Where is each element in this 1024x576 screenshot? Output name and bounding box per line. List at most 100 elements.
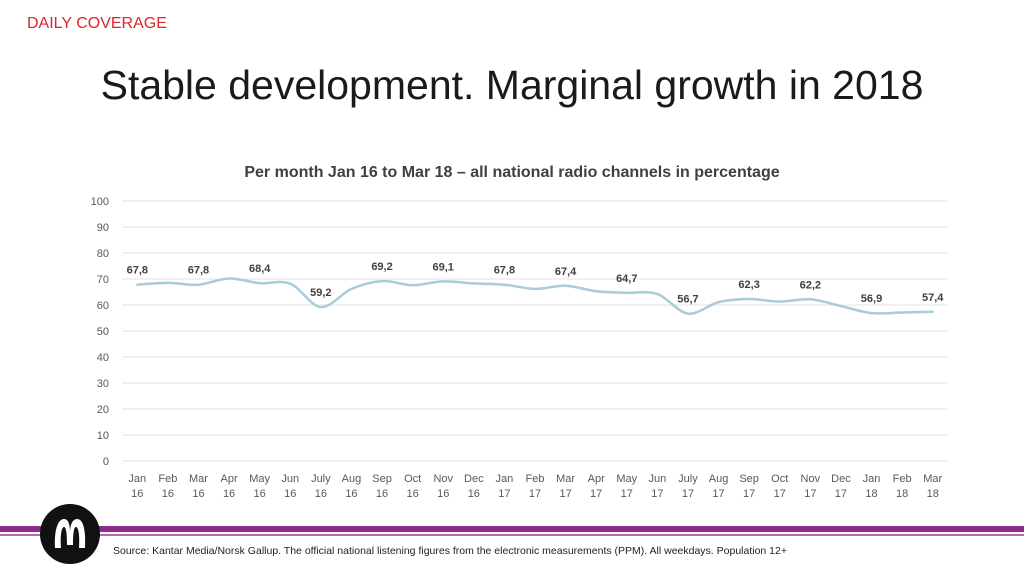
data-point: [167, 282, 169, 284]
x-tick-label-month: Feb: [893, 473, 912, 485]
data-point: [534, 288, 536, 290]
data-label: 62,2: [800, 279, 821, 291]
x-tick-label-month: Sep: [372, 473, 392, 485]
data-point: [136, 283, 139, 286]
y-tick-label: 50: [97, 326, 109, 338]
x-tick-label-year: 17: [621, 488, 633, 500]
data-point: [778, 300, 781, 303]
x-tick-label-month: Nov: [433, 473, 453, 485]
data-point: [411, 284, 414, 287]
x-tick-label-month: Jan: [863, 473, 881, 485]
x-tick-label-month: Jan: [496, 473, 514, 485]
data-label: 67,8: [188, 265, 209, 277]
data-point: [320, 306, 322, 308]
x-tick-label-year: 17: [590, 488, 602, 500]
data-label: 67,8: [127, 265, 148, 277]
x-tick-label-month: Apr: [588, 473, 605, 485]
x-tick-label-month: Feb: [158, 473, 177, 485]
x-tick-label-year: 16: [345, 488, 357, 500]
x-tick-label-year: 16: [254, 488, 266, 500]
x-tick-label-year: 16: [315, 488, 327, 500]
data-point: [473, 282, 475, 285]
y-tick-label: 20: [97, 404, 109, 416]
x-tick-label-year: 17: [682, 488, 694, 500]
footer: Source: Kantar Media/Norsk Gallup. The o…: [0, 504, 1024, 576]
x-tick-label-month: Mar: [189, 473, 208, 485]
x-tick-label-year: 17: [498, 488, 510, 500]
data-point: [228, 277, 230, 280]
footer-accent-bar: [0, 526, 1024, 532]
x-tick-label-year: 16: [468, 488, 480, 500]
x-tick-label-month: Jun: [281, 473, 299, 485]
x-tick-label-year: 16: [437, 488, 449, 500]
x-tick-label-year: 17: [743, 488, 755, 500]
x-tick-label-month: Dec: [464, 473, 484, 485]
x-tick-label-year: 16: [192, 488, 204, 500]
data-point: [656, 293, 659, 295]
x-tick-label-month: Jun: [648, 473, 666, 485]
data-point: [197, 283, 200, 286]
x-tick-label-month: Oct: [771, 473, 788, 485]
y-tick-label: 70: [97, 274, 109, 286]
x-tick-label-year: 16: [131, 488, 143, 500]
brand-logo-icon: [38, 502, 102, 566]
data-point: [717, 301, 720, 303]
x-tick-label-month: May: [249, 473, 270, 485]
x-tick-label-year: 16: [407, 488, 419, 500]
data-point: [258, 282, 261, 284]
data-label: 67,8: [494, 265, 515, 277]
x-tick-label-year: 18: [896, 488, 908, 500]
y-tick-label: 60: [97, 300, 109, 312]
y-tick-label: 10: [97, 430, 109, 442]
data-point: [840, 305, 842, 307]
x-tick-label-month: Nov: [801, 473, 821, 485]
data-label: 62,3: [738, 279, 759, 291]
x-tick-label-year: 18: [865, 488, 877, 500]
data-label: 64,7: [616, 273, 637, 285]
x-tick-label-year: 16: [376, 488, 388, 500]
x-tick-label-year: 17: [651, 488, 663, 500]
x-tick-label-year: 17: [774, 488, 786, 500]
x-tick-label-year: 17: [712, 488, 724, 500]
data-label: 69,1: [433, 261, 454, 273]
x-tick-label-month: Dec: [831, 473, 851, 485]
section-tag: DAILY COVERAGE: [27, 15, 167, 32]
data-point: [595, 290, 597, 293]
data-label: 69,2: [371, 261, 392, 273]
x-tick-label-year: 17: [559, 488, 571, 500]
y-tick-label: 40: [97, 352, 109, 364]
data-point: [625, 291, 628, 294]
data-point: [809, 298, 812, 301]
x-tick-label-year: 18: [927, 488, 939, 500]
data-label: 56,7: [677, 294, 698, 306]
data-point: [901, 311, 903, 314]
footer-accent-line: [0, 534, 1024, 536]
data-point: [381, 280, 383, 282]
x-tick-label-month: Feb: [526, 473, 545, 485]
x-tick-label-month: May: [616, 473, 637, 485]
x-tick-label-year: 17: [529, 488, 541, 500]
data-point: [564, 284, 567, 287]
data-point: [289, 282, 292, 285]
x-tick-label-month: Mar: [556, 473, 575, 485]
data-point: [687, 312, 689, 315]
chart-title: Per month Jan 16 to Mar 18 – all nationa…: [244, 164, 780, 181]
data-label: 67,4: [555, 266, 577, 278]
source-note: Source: Kantar Media/Norsk Gallup. The o…: [113, 545, 787, 557]
x-tick-label-year: 17: [804, 488, 816, 500]
data-point: [442, 280, 445, 283]
x-tick-label-month: Aug: [709, 473, 729, 485]
line-chart: 0 10 20 30 40 50 60 70 80 90 100 67,8 67,8 68,4 59,2 69…: [91, 196, 948, 500]
x-tick-label-month: Aug: [342, 473, 362, 485]
y-tick-label: 30: [97, 378, 109, 390]
data-label: 57,4: [922, 292, 944, 304]
y-tick-label: 100: [91, 196, 109, 208]
y-tick-label: 90: [97, 222, 109, 234]
data-point: [870, 312, 873, 314]
data-point: [350, 288, 353, 290]
x-tick-label-month: Sep: [739, 473, 759, 485]
data-point: [931, 310, 934, 313]
x-tick-label-year: 16: [284, 488, 296, 500]
x-tick-label-year: 16: [162, 488, 174, 500]
data-point: [503, 283, 506, 286]
